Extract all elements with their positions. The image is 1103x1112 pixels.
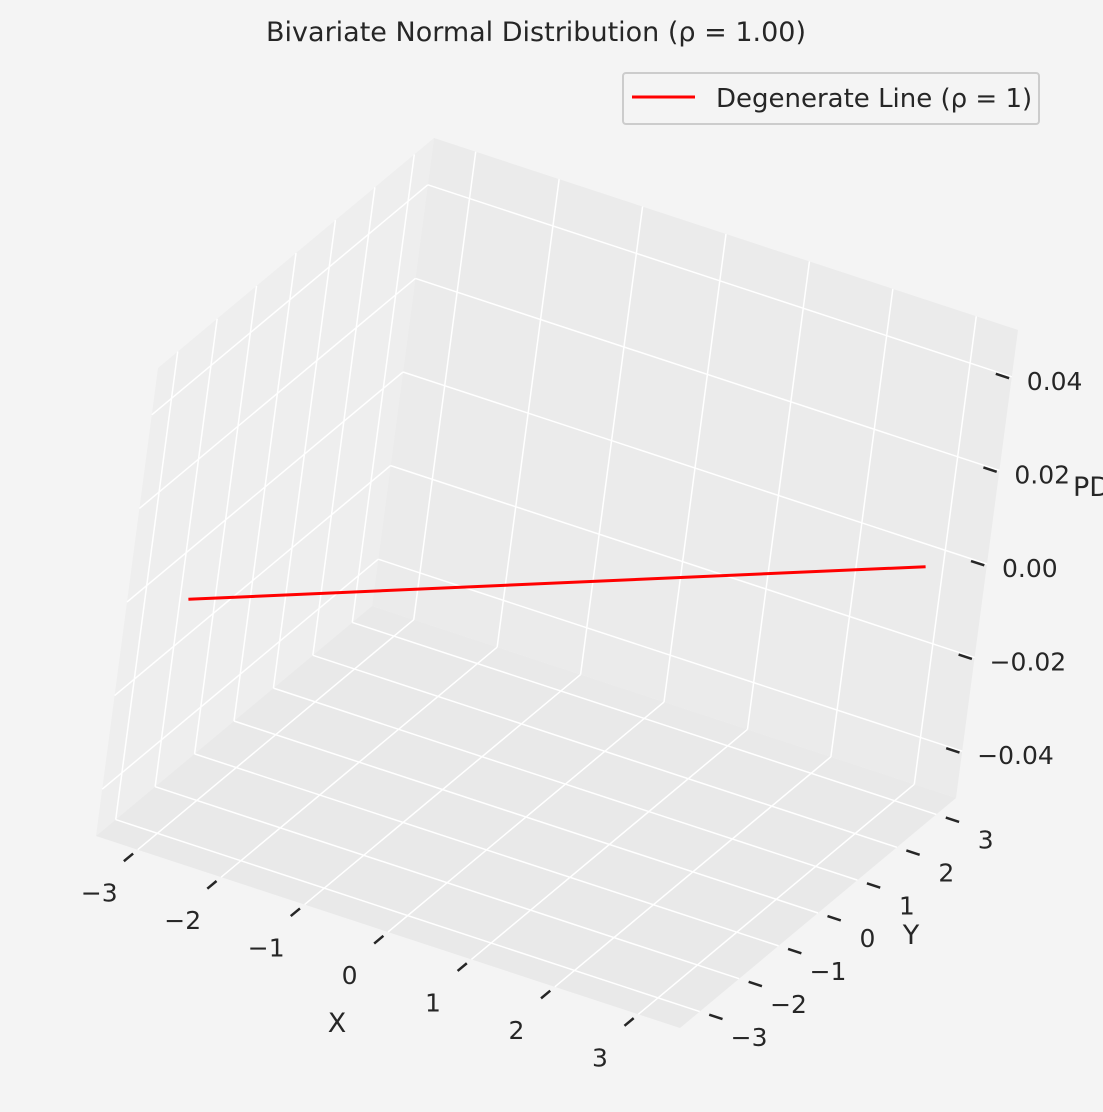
y-tick-mark	[787, 947, 802, 955]
x-tick-mark	[289, 907, 301, 918]
z-tick-label: 0.04	[1027, 367, 1083, 396]
x-tick-mark	[123, 852, 134, 863]
x-tick-label: −2	[164, 906, 201, 935]
grid-line-y-floor	[233, 720, 819, 914]
z-tick-label: 0.02	[1014, 460, 1070, 489]
chart-title: Bivariate Normal Distribution (ρ = 1.00)	[266, 17, 806, 48]
series-line	[188, 565, 926, 601]
z-tick-mark	[970, 559, 985, 567]
y-tick-mark	[905, 849, 921, 856]
grid-lines	[101, 151, 1013, 1015]
grid-line-y-floor	[115, 818, 700, 1013]
grid-line-z-back	[377, 558, 963, 752]
y-tick-mark	[748, 980, 763, 988]
axis-ticks: −3−2−10123−3−2−10123−0.04−0.020.000.020.…	[81, 367, 1083, 1073]
x-tick-label: 0	[342, 961, 358, 990]
z-axis-label: PD	[1073, 472, 1103, 503]
y-axis-label: Y	[902, 920, 920, 951]
grid-line-z-side	[101, 558, 379, 790]
y-tick-label: −3	[731, 1023, 768, 1052]
z-tick-label: −0.04	[977, 741, 1054, 770]
grid-line-y-floor	[352, 621, 937, 816]
grid-line-y-floor	[154, 786, 740, 980]
y-tick-label: −2	[770, 990, 807, 1019]
legend-label: Degenerate Line (ρ = 1)	[716, 84, 1032, 114]
grid-line-z-back	[402, 371, 988, 565]
grid-line-y-floor	[194, 753, 779, 947]
grid-line-y-floor	[273, 687, 858, 881]
grid-line-z-back	[390, 464, 975, 659]
z-tick-mark	[995, 372, 1010, 380]
z-tick-label: 0.00	[1002, 554, 1058, 583]
legend-box	[622, 72, 1040, 125]
grid-line-z-side	[138, 277, 416, 509]
x-tick-label: 1	[425, 988, 441, 1017]
y-tick-label: −1	[810, 957, 847, 986]
grid-line-z-side	[126, 371, 404, 603]
z-tick-mark	[945, 747, 960, 754]
x-tick-mark	[206, 880, 218, 890]
x-tick-label: 2	[508, 1016, 524, 1045]
x-tick-label: −1	[248, 934, 285, 963]
z-tick-label: −0.02	[990, 648, 1067, 677]
grid-line-z-side	[151, 184, 429, 416]
x-tick-mark	[623, 1017, 635, 1027]
y-tick-mark	[866, 882, 881, 889]
grid-line-y-floor	[312, 654, 898, 848]
y-tick-label: 0	[859, 924, 875, 953]
y-tick-label: 3	[978, 826, 994, 855]
x-tick-label: −3	[81, 879, 118, 908]
x-tick-label: 3	[592, 1043, 608, 1072]
z-tick-mark	[983, 466, 998, 473]
y-tick-mark	[945, 816, 960, 824]
grid-line-z-back	[427, 184, 1013, 378]
legend: Degenerate Line (ρ = 1)	[622, 72, 1040, 125]
y-tick-label: 1	[899, 891, 915, 920]
y-tick-label: 2	[938, 859, 954, 888]
y-tick-mark	[827, 914, 842, 922]
x-axis-label: X	[328, 1008, 347, 1039]
x-tick-mark	[373, 934, 385, 945]
grid-line-z-back	[415, 277, 1000, 472]
grid-line-z-side	[114, 465, 392, 697]
x-tick-mark	[456, 962, 468, 972]
y-tick-mark	[708, 1013, 723, 1021]
plot-series	[188, 565, 926, 601]
x-tick-mark	[540, 989, 552, 1000]
z-tick-mark	[958, 653, 973, 661]
